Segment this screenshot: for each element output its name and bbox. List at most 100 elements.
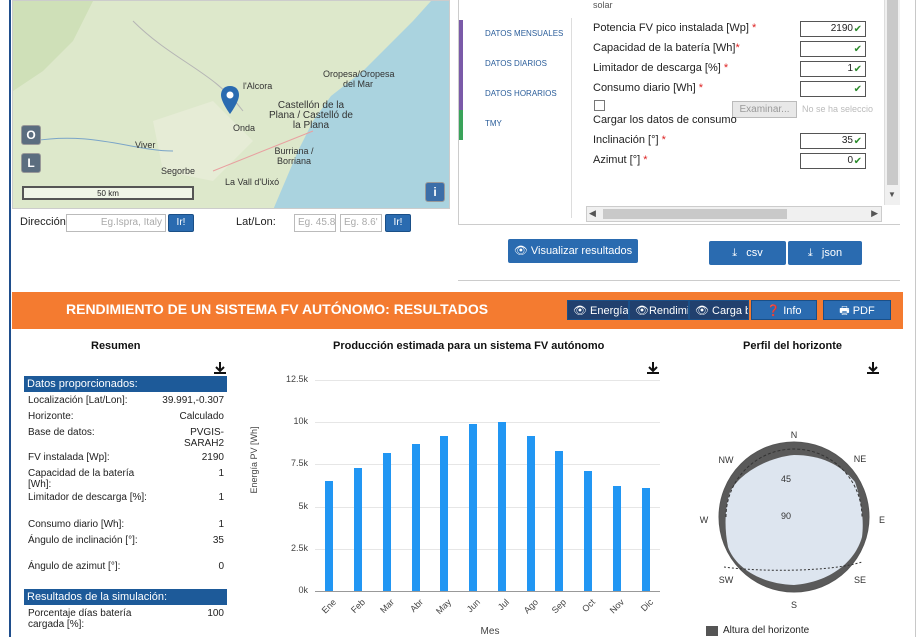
x-tick-label: Feb [349, 597, 368, 616]
map[interactable]: l'Alcora Oropesa/Oropesa del Mar Castell… [12, 0, 450, 209]
download-icon[interactable] [646, 361, 660, 375]
inclination-input[interactable]: 35 ✔ [800, 133, 866, 149]
bar-sep[interactable] [555, 450, 564, 591]
scroll-down-icon[interactable]: ▼ [888, 190, 896, 199]
check-icon: ✔ [853, 84, 862, 95]
scroll-left-icon[interactable]: ◀ [589, 208, 596, 218]
bar-dic[interactable] [641, 488, 650, 591]
legend-swatch [706, 626, 718, 636]
x-tick-label: Abr [407, 597, 425, 614]
map-label-oropesa: Oropesa/Oropesa del Mar [323, 69, 395, 89]
frame-border-right [915, 0, 916, 637]
horizon-polar-chart: N NE E SE S SW W NW 45 90 [700, 430, 885, 610]
dir-e: E [879, 515, 885, 525]
map-label-onda: Onda [233, 123, 256, 133]
dir-w: W [700, 515, 709, 525]
map-label-vall: La Vall d'Uixó [225, 177, 280, 187]
x-tick-label: Jul [495, 597, 511, 613]
lat-input[interactable]: Eg. 45.8 [294, 214, 336, 232]
check-icon: ✔ [853, 136, 862, 147]
dir-se: SE [854, 575, 866, 585]
azimuth-label: Azimut [°] * [593, 154, 648, 166]
bar-nov[interactable] [612, 486, 621, 591]
bar-jul[interactable] [497, 422, 506, 591]
bar-feb[interactable] [354, 467, 363, 591]
browse-button[interactable]: Examinar... [732, 101, 797, 118]
horizon-title: Perfil del horizonte [743, 340, 843, 352]
scroll-right-icon[interactable]: ▶ [871, 208, 878, 218]
summary-key: Consumo diario [Wh]: [28, 519, 125, 530]
legend-label: Altura del horizonte [723, 625, 810, 636]
tab-battery-charge[interactable]: 👁 Carga ba [689, 300, 749, 320]
pdf-button[interactable]: 🖶 PDF [823, 300, 891, 320]
bar-may[interactable] [440, 435, 449, 591]
map-info-button[interactable]: i [425, 182, 445, 202]
map-pin-icon[interactable] [221, 86, 239, 114]
consumption-upload-label: Cargar los datos de consumo [593, 114, 737, 126]
summary-value: 1 [218, 519, 224, 530]
summary-value: 2190 [201, 452, 224, 463]
vertical-scrollbar[interactable]: ▼ [884, 0, 900, 205]
latlon-label: Lat/Lon: [236, 216, 276, 228]
bar-ago[interactable] [526, 435, 535, 591]
horizontal-scrollbar[interactable]: ◀ ▶ [586, 206, 882, 222]
provided-data-header: Datos proporcionados: [24, 376, 227, 392]
summary-value: 0 [218, 561, 224, 572]
tab-daily[interactable]: DATOS DIARIOS [459, 50, 571, 80]
x-tick-label: Oct [580, 597, 598, 614]
azimuth-input[interactable]: 0 ✔ [800, 153, 866, 169]
eye-icon: 👁 [573, 305, 587, 317]
json-download-button[interactable]: ⤓ json [788, 241, 862, 265]
download-icon[interactable] [213, 361, 227, 375]
csv-download-button[interactable]: ⤓ csv [709, 241, 786, 265]
bar-mar[interactable] [382, 452, 391, 591]
dir-n: N [791, 430, 798, 440]
info-button[interactable]: ❓ Info [751, 300, 817, 320]
x-tick-label: Jun [464, 597, 483, 615]
tab-performance[interactable]: 👁Rendimi [629, 300, 689, 320]
divider [458, 280, 900, 281]
direction-input[interactable]: Eg.Ispra, Italy [66, 214, 166, 232]
scroll-thumb-v[interactable] [887, 0, 898, 185]
summary-value: 1 [218, 468, 224, 479]
battery-capacity-input[interactable]: ✔ [800, 41, 866, 57]
tab-hourly[interactable]: DATOS HORARIOS [459, 80, 571, 110]
download-icon[interactable] [866, 361, 880, 375]
summary-value: PVGIS-SARAH2 [183, 427, 224, 449]
tab-energy[interactable]: 👁 Energía [567, 300, 629, 320]
bar-abr[interactable] [411, 444, 420, 591]
consumption-checkbox[interactable] [594, 100, 605, 111]
summary-key: Horizonte: [28, 411, 74, 422]
inclination-label: Inclinación [°] * [593, 134, 666, 146]
tab-tmy[interactable]: TMY [459, 110, 571, 140]
summary-value: 1 [218, 492, 224, 503]
printer-icon: 🖶 [839, 305, 850, 317]
daily-consumption-input[interactable]: ✔ [800, 81, 866, 97]
x-tick-label: Sep [550, 597, 569, 616]
direction-go-button[interactable]: Ir! [168, 214, 194, 232]
lon-input[interactable]: Eg. 8.6' [340, 214, 382, 232]
bar-oct[interactable] [584, 471, 593, 591]
bar-ene[interactable] [325, 481, 334, 591]
discharge-limit-input[interactable]: 1 ✔ [800, 61, 866, 77]
visualize-results-button[interactable]: 👁 Visualizar resultados [508, 239, 638, 263]
map-button-l[interactable]: L [21, 153, 41, 173]
bar-jun[interactable] [469, 423, 478, 591]
peak-power-input[interactable]: 2190 ✔ [800, 21, 866, 37]
sky-area [725, 455, 863, 585]
y-tick-label: 5k [298, 500, 308, 511]
eye-icon: 👁 [513, 245, 528, 257]
gridline [315, 422, 660, 424]
scroll-thumb-h[interactable] [603, 209, 787, 219]
latlon-go-button[interactable]: Ir! [385, 214, 411, 232]
discharge-limit-label: Limitador de descarga [%] * [593, 62, 729, 74]
field-label-partial: solar [593, 0, 613, 8]
dir-ne: NE [854, 454, 867, 464]
map-button-o[interactable]: O [21, 125, 41, 145]
dir-s: S [791, 600, 797, 610]
map-label-burriana: Burriana / Borriana [274, 146, 314, 166]
ring-45: 45 [781, 474, 791, 484]
chart-ylabel: Energía PV [Wh] [249, 426, 259, 494]
tab-monthly[interactable]: DATOS MENSUALES [459, 20, 571, 50]
gridline [315, 380, 660, 381]
